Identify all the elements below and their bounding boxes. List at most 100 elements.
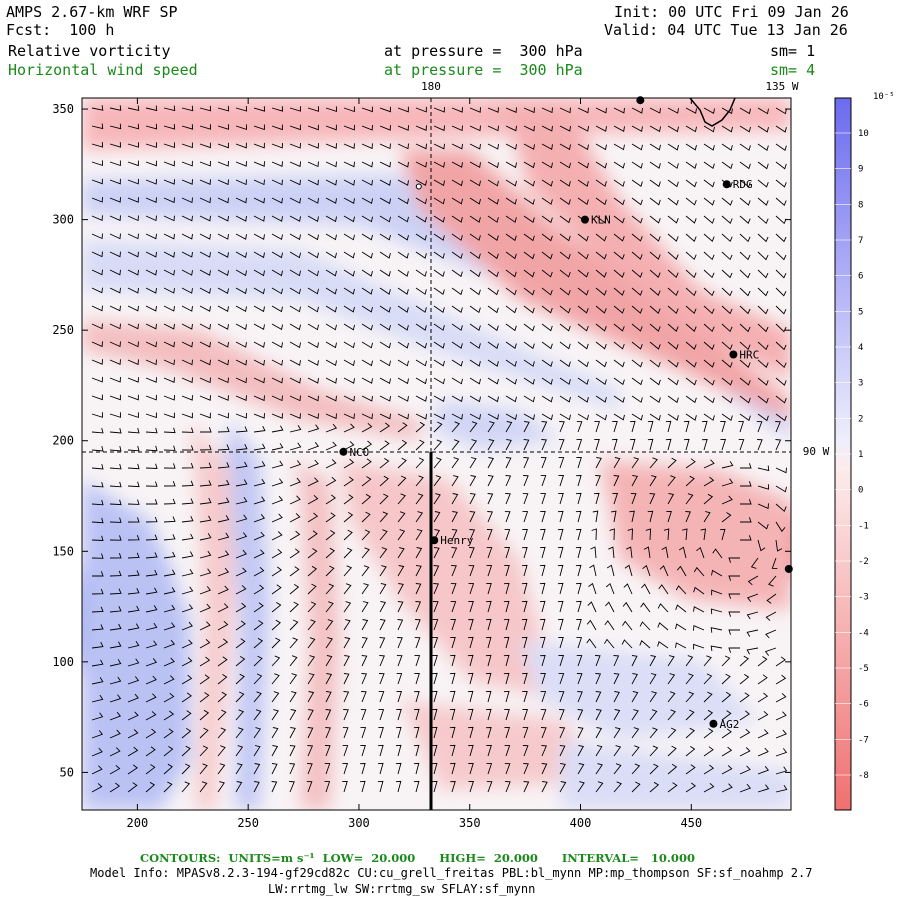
wind-barb	[217, 462, 230, 469]
wind-barb	[181, 568, 194, 577]
wind-barb	[649, 215, 661, 224]
wind-barb	[486, 727, 492, 739]
wind-barb	[163, 305, 175, 312]
wind-barb	[775, 215, 787, 225]
wind-barb	[199, 142, 211, 149]
wind-barb	[235, 305, 247, 312]
wind-barb	[379, 251, 391, 259]
wind-barb	[775, 287, 787, 297]
wind-barb	[451, 421, 460, 433]
wind-barb	[541, 341, 553, 350]
wind-barb	[657, 640, 669, 649]
wind-barb	[397, 457, 407, 469]
field2-name: Horizontal wind speed	[8, 61, 198, 79]
wind-barb	[415, 269, 427, 277]
wind-barb	[523, 763, 529, 775]
wind-barb	[379, 619, 386, 631]
wind-barb	[127, 782, 138, 793]
wind-barb	[487, 475, 494, 487]
wind-barb	[586, 619, 597, 631]
wind-barb	[163, 323, 175, 330]
wind-barb	[433, 359, 445, 367]
wind-barb	[127, 534, 140, 541]
wind-barb	[379, 287, 391, 295]
wind-barb	[109, 499, 122, 506]
wind-barb	[450, 619, 457, 631]
wind-barb	[361, 377, 373, 384]
wind-barb	[703, 359, 715, 368]
wind-barb	[253, 602, 264, 613]
wind-barb	[235, 781, 243, 793]
wind-barb	[469, 457, 477, 469]
wind-barb	[541, 215, 553, 224]
wind-barb	[235, 479, 248, 487]
wind-barb	[710, 608, 723, 615]
wind-barb	[667, 143, 679, 151]
wind-barb	[721, 461, 734, 469]
wind-barb	[451, 493, 459, 505]
wind-barb	[397, 125, 409, 131]
wind-barb	[343, 529, 353, 541]
wind-barb	[523, 377, 535, 385]
wind-barb	[109, 269, 121, 276]
wind-barb	[325, 341, 337, 349]
y-tick-label: 250	[52, 323, 74, 337]
wind-barb	[397, 422, 408, 433]
wind-barb	[91, 341, 103, 348]
wind-barb	[775, 413, 787, 422]
wind-barb	[469, 547, 475, 559]
wind-barb	[649, 709, 658, 721]
wind-barb	[271, 215, 283, 222]
wind-barb	[199, 444, 212, 451]
wind-barb	[649, 493, 656, 505]
wind-barb	[289, 251, 301, 259]
wind-barb	[163, 251, 175, 258]
wind-barb	[649, 107, 661, 114]
wind-barb	[703, 305, 715, 315]
wind-barb	[487, 457, 494, 469]
wind-barb	[127, 693, 139, 703]
wind-barb	[757, 377, 769, 386]
wind-barb	[663, 528, 670, 541]
wind-barb	[235, 620, 246, 631]
wind-barb	[163, 551, 176, 559]
wind-barb	[467, 726, 474, 739]
wind-barb	[487, 107, 499, 113]
wind-barb	[557, 582, 564, 595]
wind-barb	[739, 377, 751, 386]
wind-barb	[469, 125, 481, 132]
wind-barb	[639, 621, 651, 631]
wind-barb	[235, 251, 247, 258]
wind-barb	[649, 305, 661, 314]
wind-barb	[199, 233, 211, 240]
wind-barb	[253, 549, 265, 559]
wind-barb	[523, 215, 535, 224]
wind-barb	[613, 125, 625, 133]
wind-barb	[503, 672, 510, 685]
wind-barb	[127, 142, 139, 148]
wind-barb	[703, 287, 715, 297]
wind-barb	[397, 215, 409, 223]
wind-barb	[451, 251, 463, 260]
wind-barb	[613, 197, 625, 206]
wind-barb	[289, 745, 296, 757]
wind-barb	[109, 287, 121, 294]
wind-barb	[217, 395, 229, 401]
wind-barb	[468, 744, 474, 757]
wind-barb	[91, 712, 104, 721]
wind-barb	[91, 747, 103, 757]
wind-barb	[631, 251, 643, 260]
wind-barb	[720, 421, 726, 433]
wind-barb	[577, 251, 589, 260]
wind-barb	[757, 305, 769, 315]
wind-barb	[396, 655, 403, 667]
wind-barb	[199, 763, 208, 775]
wind-barb	[595, 287, 607, 296]
wind-barb	[145, 105, 158, 112]
wind-barb	[181, 215, 193, 222]
wind-barb	[217, 620, 229, 631]
wind-barb	[217, 691, 227, 703]
wind-barb	[613, 305, 625, 314]
wind-barb	[649, 143, 661, 151]
